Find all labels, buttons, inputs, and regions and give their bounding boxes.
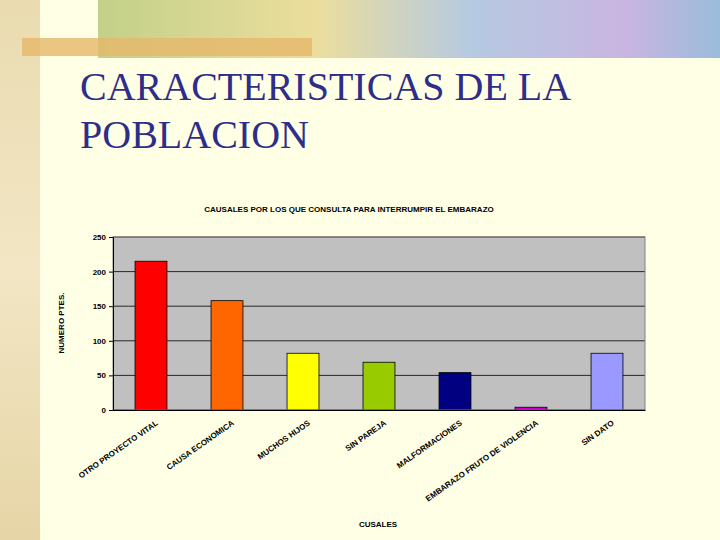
y-tick: 200 xyxy=(93,268,113,277)
background xyxy=(0,0,720,540)
y-tick-mark xyxy=(109,410,113,411)
x-tick-label: MALFORMACIONES xyxy=(395,418,464,470)
bars xyxy=(135,261,623,410)
chart-title: CAUSALES POR LOS QUE CONSULTA PARA INTER… xyxy=(204,205,494,214)
y-axis: 0 50 100 150 200 250 xyxy=(93,233,114,415)
y-tick-label: 150 xyxy=(93,302,107,311)
x-tick-label: EMBARAZO FRUTO DE VIOLENCIA xyxy=(424,418,540,503)
plot-frame xyxy=(113,237,645,410)
x-axis-title: CUSALES xyxy=(359,520,398,529)
x-tick-label: CAUSA ECONOMICA xyxy=(165,418,236,471)
x-tick-label: MUCHOS HIJOS xyxy=(256,418,312,461)
grid-line xyxy=(113,340,645,341)
x-tick-label: SIN PAREJA xyxy=(344,418,388,453)
bar xyxy=(287,353,319,410)
grid xyxy=(113,237,645,410)
banner-bar xyxy=(22,38,312,56)
x-tick: MALFORMACIONES xyxy=(395,418,464,470)
x-tick: OTRO PROYECTO VITAL xyxy=(77,418,160,480)
y-tick-label: 200 xyxy=(93,268,107,277)
y-axis-line xyxy=(109,238,114,411)
y-tick-mark xyxy=(109,306,113,307)
x-tick-label: SIN DATO xyxy=(580,419,616,448)
y-tick-mark xyxy=(109,341,113,342)
x-tick: SIN DATO xyxy=(580,419,616,448)
bar xyxy=(211,301,243,410)
x-tick: SIN PAREJA xyxy=(344,418,388,453)
y-tick-label: 100 xyxy=(93,337,107,346)
y-tick-label: 50 xyxy=(97,371,106,380)
y-tick: 100 xyxy=(93,337,113,346)
side-strip xyxy=(0,0,40,540)
y-tick-mark xyxy=(109,375,113,376)
plot-area xyxy=(113,237,645,410)
x-axis-line xyxy=(114,410,646,411)
y-tick: 150 xyxy=(93,302,113,311)
y-axis-title: NUMERO PTES. xyxy=(57,293,66,354)
slide-title: CARACTERISTICAS DE LAPOBLACION xyxy=(80,64,571,157)
bar xyxy=(363,362,395,410)
y-tick: 50 xyxy=(97,371,113,380)
x-tick: EMBARAZO FRUTO DE VIOLENCIA xyxy=(424,418,540,503)
x-tick-label: OTRO PROYECTO VITAL xyxy=(77,418,160,480)
x-tick: CAUSA ECONOMICA xyxy=(165,418,236,471)
grid-line xyxy=(113,306,645,307)
grid-line xyxy=(113,271,645,272)
bar xyxy=(439,373,471,410)
bar xyxy=(135,261,167,410)
bar xyxy=(591,353,623,410)
y-tick: 0 xyxy=(102,406,113,415)
y-tick: 250 xyxy=(93,233,113,242)
x-tick: MUCHOS HIJOS xyxy=(256,418,312,461)
y-tick-label: 0 xyxy=(102,406,107,415)
x-axis: OTRO PROYECTO VITALCAUSA ECONOMICA MUCHOS… xyxy=(77,411,646,504)
y-tick-mark xyxy=(109,272,113,273)
y-tick-label: 250 xyxy=(93,233,107,242)
y-tick-mark xyxy=(109,237,113,238)
